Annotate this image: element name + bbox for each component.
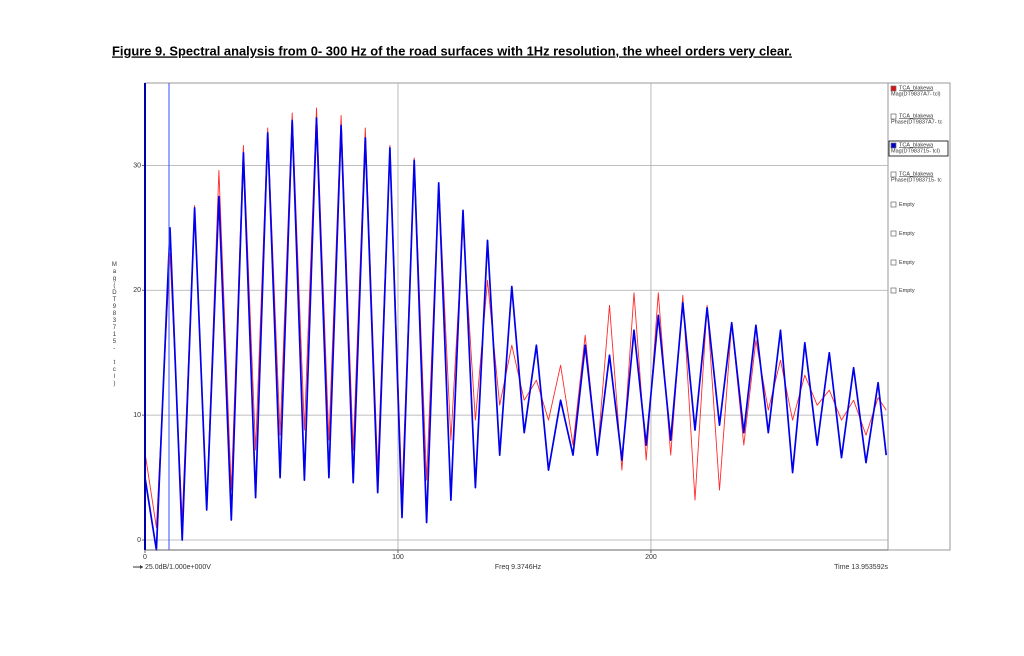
legend-source: TCA_blakewa bbox=[899, 113, 934, 119]
legend-name: Empty bbox=[899, 202, 915, 208]
legend-name: Empty bbox=[899, 288, 915, 294]
legend-name: Phase(DT983715- tc bbox=[891, 177, 942, 183]
y-tick-label: 30 bbox=[133, 162, 141, 169]
scale-label: 25.0dB/1.000e+000V bbox=[145, 564, 211, 571]
series-line bbox=[144, 117, 888, 551]
legend-checkbox bbox=[890, 287, 897, 294]
legend-checkbox bbox=[890, 85, 897, 92]
legend-checkbox bbox=[890, 113, 897, 120]
y-axis-label: Mag(DT983715- tcl) bbox=[111, 262, 117, 388]
x-tick-label: 200 bbox=[645, 554, 657, 561]
legend-name: Empty bbox=[899, 231, 915, 237]
time-label: Time 13.953592s bbox=[834, 564, 888, 571]
legend-checkbox bbox=[890, 259, 897, 266]
legend-checkbox bbox=[890, 201, 897, 208]
legend-name: Phase(DT9837A7- tc bbox=[891, 119, 943, 125]
legend-checkbox bbox=[890, 142, 897, 149]
scale-arrow-head bbox=[140, 565, 143, 569]
legend-source: TCA_blakewa bbox=[899, 85, 934, 91]
legend-name: Empty bbox=[899, 260, 915, 266]
legend-name: Mag(DT983715- tcl) bbox=[891, 148, 940, 154]
y-tick-label: 0 bbox=[137, 537, 141, 544]
legend-source: TCA_blakewa bbox=[899, 142, 934, 148]
chart-title: Figure 9. Spectral analysis from 0- 300 … bbox=[112, 43, 792, 58]
x-tick-label: 0 bbox=[143, 554, 147, 561]
legend-checkbox bbox=[890, 230, 897, 237]
x-tick-label: 100 bbox=[392, 554, 404, 561]
legend-checkbox bbox=[890, 171, 897, 178]
legend-name: Mag(DT9837A7- tcl) bbox=[891, 91, 941, 97]
cursor-label: Freq 9.3746Hz bbox=[495, 564, 542, 571]
y-tick-label: 10 bbox=[133, 412, 141, 419]
legend-source: TCA_blakewa bbox=[899, 171, 934, 177]
legend-selection bbox=[888, 140, 949, 157]
plot bbox=[144, 107, 888, 551]
y-tick-label: 20 bbox=[133, 287, 141, 294]
